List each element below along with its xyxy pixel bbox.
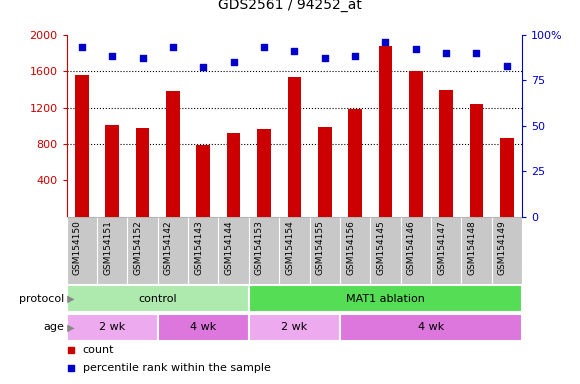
Point <box>502 63 512 69</box>
Text: GSM154156: GSM154156 <box>346 220 355 275</box>
Text: GSM154147: GSM154147 <box>437 220 446 275</box>
Text: GSM154153: GSM154153 <box>255 220 264 275</box>
Bar <box>257 129 271 217</box>
Point <box>198 65 208 71</box>
Text: count: count <box>82 345 114 355</box>
Bar <box>340 313 522 341</box>
Bar <box>158 313 249 341</box>
Bar <box>67 313 158 341</box>
Point <box>472 50 481 56</box>
Text: GSM154154: GSM154154 <box>285 220 295 275</box>
Bar <box>227 133 241 217</box>
Bar <box>318 127 332 217</box>
Text: GDS2561 / 94252_at: GDS2561 / 94252_at <box>218 0 362 12</box>
Point <box>350 53 360 60</box>
Text: ▶: ▶ <box>64 322 75 333</box>
Bar <box>348 109 362 217</box>
Text: ▶: ▶ <box>64 293 75 304</box>
Text: 4 wk: 4 wk <box>418 322 444 333</box>
Text: GSM154145: GSM154145 <box>376 220 385 275</box>
Point <box>380 39 390 45</box>
Point <box>168 44 177 50</box>
Bar <box>75 75 89 217</box>
Text: protocol: protocol <box>19 293 64 304</box>
Bar <box>379 46 392 217</box>
Bar <box>136 127 150 217</box>
Point <box>108 53 117 60</box>
Bar <box>249 313 340 341</box>
Bar <box>106 125 119 217</box>
Point <box>229 59 238 65</box>
Point <box>441 50 451 56</box>
Point <box>77 44 86 50</box>
Point <box>290 48 299 54</box>
Text: GSM154146: GSM154146 <box>407 220 416 275</box>
Text: 2 wk: 2 wk <box>99 322 125 333</box>
Bar <box>470 104 483 217</box>
Text: GSM154151: GSM154151 <box>103 220 113 275</box>
Point <box>67 365 76 371</box>
Bar <box>166 91 180 217</box>
Text: 2 wk: 2 wk <box>281 322 307 333</box>
Text: GSM154150: GSM154150 <box>73 220 82 275</box>
Text: GSM154148: GSM154148 <box>467 220 477 275</box>
Bar <box>288 78 301 217</box>
Bar <box>500 137 514 217</box>
Bar <box>439 90 453 217</box>
Text: GSM154152: GSM154152 <box>133 220 143 275</box>
Point <box>259 44 269 50</box>
Text: GSM154144: GSM154144 <box>224 220 234 275</box>
Point <box>67 347 76 353</box>
Text: GSM154142: GSM154142 <box>164 220 173 275</box>
Text: 4 wk: 4 wk <box>190 322 216 333</box>
Text: GSM154143: GSM154143 <box>194 220 204 275</box>
Text: GSM154155: GSM154155 <box>316 220 325 275</box>
Bar <box>67 285 249 313</box>
Bar <box>249 285 522 313</box>
Text: percentile rank within the sample: percentile rank within the sample <box>82 363 270 373</box>
Point <box>411 46 420 52</box>
Point <box>138 55 147 61</box>
Text: GSM154149: GSM154149 <box>498 220 507 275</box>
Bar <box>409 71 423 217</box>
Bar <box>197 145 210 217</box>
Text: age: age <box>43 322 64 333</box>
Point <box>320 55 329 61</box>
Text: control: control <box>139 293 177 304</box>
Text: MAT1 ablation: MAT1 ablation <box>346 293 425 304</box>
